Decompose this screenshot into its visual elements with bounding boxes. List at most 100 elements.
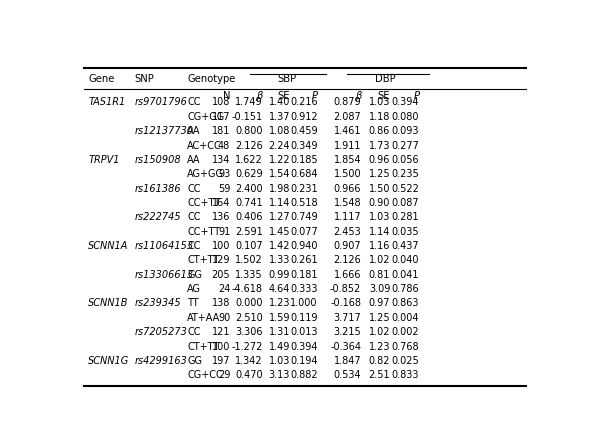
Text: 0.349: 0.349	[290, 141, 318, 151]
Text: 0.406: 0.406	[235, 212, 262, 222]
Text: 0.004: 0.004	[392, 313, 419, 323]
Text: 2.51: 2.51	[369, 370, 390, 380]
Text: 0.749: 0.749	[290, 212, 318, 222]
Text: 1.749: 1.749	[235, 97, 262, 107]
Text: 0.281: 0.281	[392, 212, 419, 222]
Text: 0.629: 0.629	[235, 169, 262, 179]
Text: rs11064153: rs11064153	[134, 241, 193, 251]
Text: 0.041: 0.041	[392, 270, 419, 280]
Text: 1.03: 1.03	[369, 212, 390, 222]
Text: 3.215: 3.215	[333, 327, 361, 337]
Text: 181: 181	[212, 126, 230, 136]
Text: 0.518: 0.518	[290, 198, 318, 208]
Text: 3.09: 3.09	[369, 284, 390, 294]
Text: 1.98: 1.98	[269, 183, 290, 194]
Text: SCNN1B: SCNN1B	[88, 298, 129, 309]
Text: rs13306613: rs13306613	[134, 270, 193, 280]
Text: CC: CC	[187, 212, 201, 222]
Text: -0.151: -0.151	[231, 112, 262, 122]
Text: 0.800: 0.800	[235, 126, 262, 136]
Text: 0.394: 0.394	[392, 97, 419, 107]
Text: AG+GG: AG+GG	[187, 169, 224, 179]
Text: 0.86: 0.86	[369, 126, 390, 136]
Text: 0.459: 0.459	[290, 126, 318, 136]
Text: TT: TT	[187, 298, 199, 309]
Text: TAS1R1: TAS1R1	[88, 97, 126, 107]
Text: 205: 205	[212, 270, 230, 280]
Text: 0.181: 0.181	[290, 270, 318, 280]
Text: 0.277: 0.277	[392, 141, 419, 151]
Text: 0.882: 0.882	[290, 370, 318, 380]
Text: 2.126: 2.126	[333, 255, 361, 265]
Text: Genotype: Genotype	[187, 73, 236, 84]
Text: 1.911: 1.911	[334, 141, 361, 151]
Text: 0.82: 0.82	[369, 356, 390, 366]
Text: β: β	[355, 91, 361, 101]
Text: 1.08: 1.08	[269, 126, 290, 136]
Text: P: P	[414, 91, 419, 101]
Text: SE: SE	[278, 91, 290, 101]
Text: rs150908: rs150908	[134, 155, 181, 165]
Text: TRPV1: TRPV1	[88, 155, 120, 165]
Text: 1.50: 1.50	[369, 183, 390, 194]
Text: 1.666: 1.666	[334, 270, 361, 280]
Text: rs239345: rs239345	[134, 298, 181, 309]
Text: 0.879: 0.879	[334, 97, 361, 107]
Text: rs4299163: rs4299163	[134, 356, 187, 366]
Text: SBP: SBP	[278, 73, 297, 84]
Text: 164: 164	[212, 198, 230, 208]
Text: 1.03: 1.03	[269, 356, 290, 366]
Text: 0.235: 0.235	[392, 169, 419, 179]
Text: 4.64: 4.64	[269, 284, 290, 294]
Text: 1.31: 1.31	[269, 327, 290, 337]
Text: 0.534: 0.534	[334, 370, 361, 380]
Text: CC+TT: CC+TT	[187, 227, 221, 236]
Text: 3.306: 3.306	[235, 327, 262, 337]
Text: 1.14: 1.14	[369, 227, 390, 236]
Text: 0.216: 0.216	[290, 97, 318, 107]
Text: 0.056: 0.056	[392, 155, 419, 165]
Text: 0.940: 0.940	[290, 241, 318, 251]
Text: 0.093: 0.093	[392, 126, 419, 136]
Text: 129: 129	[212, 255, 230, 265]
Text: CC+TT: CC+TT	[187, 198, 221, 208]
Text: 121: 121	[212, 327, 230, 337]
Text: 0.768: 0.768	[392, 342, 419, 351]
Text: 91: 91	[218, 227, 230, 236]
Text: 93: 93	[218, 169, 230, 179]
Text: 2.591: 2.591	[235, 227, 262, 236]
Text: 1.73: 1.73	[369, 141, 390, 151]
Text: 0.080: 0.080	[392, 112, 419, 122]
Text: 1.23: 1.23	[369, 342, 390, 351]
Text: 0.185: 0.185	[290, 155, 318, 165]
Text: CC: CC	[187, 97, 201, 107]
Text: 0.96: 0.96	[369, 155, 390, 165]
Text: CC: CC	[187, 327, 201, 337]
Text: 1.27: 1.27	[268, 212, 290, 222]
Text: 0.333: 0.333	[290, 284, 318, 294]
Text: 0.99: 0.99	[269, 270, 290, 280]
Text: 1.37: 1.37	[269, 112, 290, 122]
Text: 1.117: 1.117	[334, 212, 361, 222]
Text: 0.522: 0.522	[392, 183, 419, 194]
Text: CG+CC: CG+CC	[187, 370, 223, 380]
Text: 1.854: 1.854	[334, 155, 361, 165]
Text: AC+CC: AC+CC	[187, 141, 222, 151]
Text: 1.25: 1.25	[369, 169, 390, 179]
Text: 0.194: 0.194	[290, 356, 318, 366]
Text: 0.470: 0.470	[235, 370, 262, 380]
Text: 0.966: 0.966	[334, 183, 361, 194]
Text: 0.025: 0.025	[392, 356, 419, 366]
Text: 0.002: 0.002	[392, 327, 419, 337]
Text: CG+GG: CG+GG	[187, 112, 224, 122]
Text: AG: AG	[187, 284, 201, 294]
Text: Gene: Gene	[88, 73, 115, 84]
Text: 100: 100	[212, 342, 230, 351]
Text: 0.107: 0.107	[235, 241, 262, 251]
Text: 1.42: 1.42	[269, 241, 290, 251]
Text: SE: SE	[378, 91, 390, 101]
Text: CC: CC	[187, 183, 201, 194]
Text: 108: 108	[212, 97, 230, 107]
Text: 1.40: 1.40	[269, 97, 290, 107]
Text: 0.81: 0.81	[369, 270, 390, 280]
